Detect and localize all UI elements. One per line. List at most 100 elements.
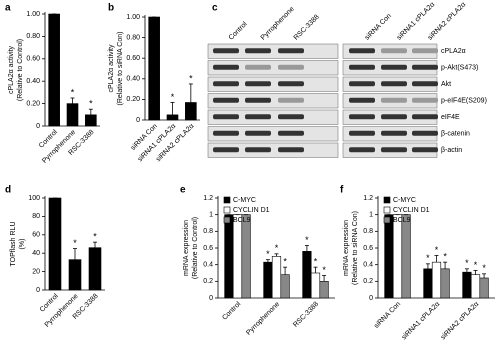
bar	[280, 274, 290, 299]
legend-swatch	[223, 216, 231, 224]
row-label: cPLA2α	[441, 48, 466, 55]
blot-strip	[207, 109, 339, 125]
blot-band	[213, 48, 239, 54]
bar	[392, 214, 403, 299]
blot-band	[349, 130, 375, 136]
significance-marker: *	[322, 265, 326, 275]
y-tick-label: 0.20	[26, 100, 40, 107]
legend-label: BCL9	[393, 217, 411, 224]
panel-letter: b	[108, 3, 114, 14]
bar	[88, 247, 102, 291]
bar	[462, 271, 472, 299]
y-tick-label: 60	[32, 232, 40, 239]
row-label: p-eIF4E(S209)	[441, 98, 487, 105]
blot-strip	[207, 76, 339, 92]
legend-label: C-MYC	[393, 197, 416, 204]
significance-marker: *	[71, 87, 75, 97]
y-tick-label: 0.80	[126, 34, 140, 41]
y-tick-label: 80	[32, 213, 40, 220]
x-tick-label: RSC-3388	[292, 301, 320, 329]
y-tick-label: 0.8	[203, 228, 213, 235]
bar	[263, 261, 273, 299]
y-tick-label: 0.60	[26, 56, 40, 63]
bar	[470, 274, 481, 299]
blot-band	[278, 64, 304, 70]
significance-marker: *	[435, 245, 439, 255]
significance-marker: *	[275, 243, 279, 253]
y-axis-label: (%)	[19, 239, 26, 250]
y-tick-label: 0.2	[203, 278, 213, 285]
y-tick-label: 1	[369, 212, 373, 219]
blot-band	[412, 97, 438, 103]
y-tick-label: 0	[136, 117, 140, 124]
y-axis-label: (Relative to siRNA Con)	[117, 32, 124, 106]
bar	[479, 277, 489, 299]
y-axis-label: TOPflash RLU	[10, 222, 17, 267]
y-tick-label: 0.40	[126, 76, 140, 83]
bar	[48, 13, 60, 127]
y-tick-label: 1.2	[363, 195, 373, 202]
y-axis-label: cPLA2α activity	[8, 45, 15, 94]
y-axis-label: (Relative to siRNA Con)	[352, 211, 359, 285]
y-axis-label: cPLA2α activity	[108, 44, 115, 93]
bar	[384, 214, 394, 299]
lane-label: Pyrrophenone	[260, 6, 296, 42]
bar	[185, 102, 197, 121]
blot-band	[349, 81, 375, 87]
significance-marker: *	[314, 257, 318, 267]
lane-label: Control	[228, 20, 249, 41]
blot-band	[245, 147, 271, 153]
blot-band	[412, 147, 438, 153]
row-label: Akt	[441, 81, 451, 88]
significance-marker: *	[283, 257, 287, 267]
blot-band	[278, 147, 304, 153]
blot-band	[278, 130, 304, 136]
legend-swatch	[383, 196, 391, 204]
blot-band	[412, 114, 438, 120]
y-axis-label: (Relative to Control)	[192, 217, 199, 279]
blot-strip	[207, 43, 339, 59]
significance-marker: *	[171, 92, 175, 102]
bar	[302, 251, 312, 299]
legend-swatch	[383, 206, 391, 214]
bar	[440, 268, 450, 299]
bar	[401, 214, 411, 299]
blot-band	[245, 130, 271, 136]
bar	[68, 259, 82, 291]
blot-strip	[207, 93, 339, 109]
bar	[319, 281, 329, 299]
bar	[431, 261, 442, 299]
y-tick-label: 0	[209, 295, 213, 302]
significance-marker: *	[474, 260, 478, 270]
y-tick-label: 1.00	[126, 14, 140, 21]
panel-letter: d	[5, 185, 11, 196]
y-tick-label: 1	[209, 212, 213, 219]
significance-marker: *	[305, 235, 309, 245]
bar	[310, 272, 321, 299]
bar	[271, 256, 282, 299]
y-axis-label: mRNA expression	[343, 220, 350, 276]
x-tick-label: Control	[221, 300, 242, 321]
lane-label: RSC-3388	[293, 14, 321, 42]
bar	[166, 114, 179, 121]
bar	[224, 214, 234, 299]
bar	[232, 214, 243, 299]
blot-band	[381, 114, 407, 120]
blot-band	[213, 97, 239, 103]
x-tick-label: siRNA1 cPLA2α	[401, 301, 442, 342]
significance-marker: *	[465, 258, 469, 268]
significance-marker: *	[443, 252, 447, 262]
blot-band	[278, 114, 304, 120]
blot-band	[412, 48, 438, 54]
y-tick-label: 100	[28, 195, 40, 202]
bar	[48, 197, 62, 291]
y-tick-label: 1.2	[203, 195, 213, 202]
blot-band	[381, 130, 407, 136]
bar	[66, 103, 79, 127]
blot-band	[213, 130, 239, 136]
blot-band	[412, 64, 438, 70]
blot-band	[381, 81, 407, 87]
legend-label: CYCLIN D1	[233, 207, 270, 214]
blot-band	[245, 48, 271, 54]
significance-marker: *	[189, 73, 193, 83]
